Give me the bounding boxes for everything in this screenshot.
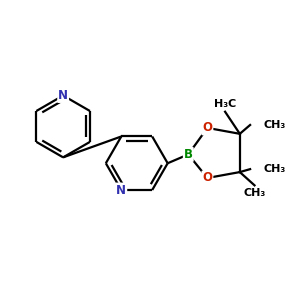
Text: N: N	[116, 184, 126, 196]
Text: B: B	[184, 148, 193, 161]
Text: H₃C: H₃C	[214, 99, 236, 110]
Text: O: O	[202, 122, 212, 134]
Text: CH₃: CH₃	[263, 164, 286, 174]
Text: CH₃: CH₃	[263, 120, 286, 130]
Text: O: O	[202, 172, 212, 184]
Text: N: N	[58, 89, 68, 102]
Text: CH₃: CH₃	[243, 188, 266, 198]
